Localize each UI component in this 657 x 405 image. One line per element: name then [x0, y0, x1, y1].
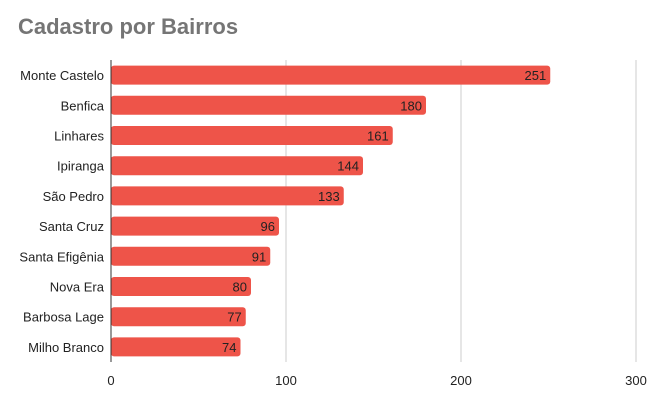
bar — [111, 95, 426, 115]
x-tick-label: 300 — [625, 373, 647, 388]
bar — [111, 337, 241, 357]
data-label: 77 — [227, 310, 241, 325]
x-tick-label: 100 — [275, 373, 297, 388]
bar — [111, 186, 344, 206]
category-label: Barbosa Lage — [23, 310, 104, 325]
bar — [111, 216, 279, 236]
category-label: Monte Castelo — [20, 68, 104, 83]
bar — [111, 277, 251, 296]
x-tick-label: 200 — [450, 373, 472, 388]
data-label: 74 — [222, 340, 236, 355]
bar — [111, 156, 363, 176]
data-label: 144 — [337, 159, 359, 174]
chart-title: Cadastro por Bairros — [18, 14, 239, 39]
data-label: 133 — [318, 189, 340, 204]
category-label: Benfica — [61, 98, 105, 113]
bar — [111, 246, 271, 266]
category-label: Ipiranga — [57, 159, 105, 174]
data-label: 96 — [261, 219, 275, 234]
data-label: 251 — [525, 68, 547, 83]
category-label: Nova Era — [50, 280, 105, 295]
category-label: São Pedro — [43, 189, 104, 204]
category-label: Milho Branco — [28, 340, 104, 355]
bar — [111, 307, 246, 327]
category-label: Santa Efigênia — [19, 249, 104, 264]
bars: 251 180 161 144 133 96 91 80 77 74 — [111, 65, 551, 357]
data-label: 161 — [367, 129, 389, 144]
bar — [111, 65, 551, 85]
x-tick-label: 0 — [107, 373, 114, 388]
data-label: 80 — [233, 280, 247, 295]
axis: 0 100 200 300 Monte Castelo Benfica Linhares Ip… — [19, 60, 647, 388]
data-label: 180 — [400, 98, 422, 113]
bar — [111, 126, 393, 145]
category-label: Linhares — [54, 129, 104, 144]
category-label: Santa Cruz — [39, 219, 104, 234]
data-label: 91 — [252, 249, 266, 264]
